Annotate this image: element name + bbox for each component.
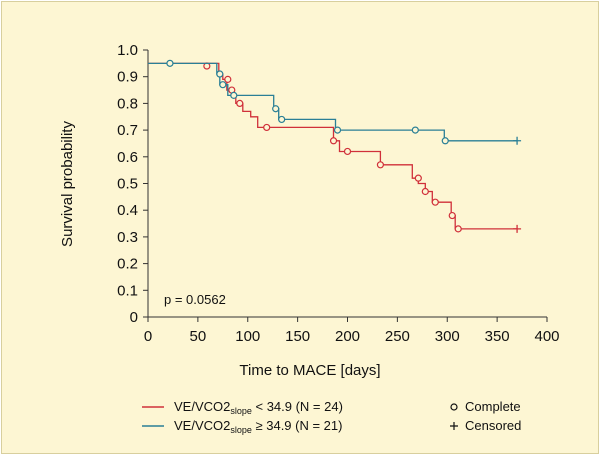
event-marker bbox=[411, 126, 419, 134]
y-tick-label: 0 bbox=[130, 309, 138, 326]
legend-label-red-sub: slope bbox=[230, 406, 252, 416]
legend-label-red-main: VE/VCO2 bbox=[174, 399, 230, 414]
censored-marker bbox=[513, 224, 522, 233]
x-tick-label: 200 bbox=[335, 328, 360, 345]
x-tick-label: 350 bbox=[485, 328, 510, 345]
x-tick-label: 400 bbox=[534, 328, 559, 345]
legend-complete-marker bbox=[450, 403, 458, 411]
event-marker bbox=[236, 99, 244, 108]
event-marker bbox=[166, 59, 174, 67]
event-marker bbox=[216, 70, 224, 78]
x-axis-title: Time to MACE [days] bbox=[239, 362, 380, 379]
legend: VE/VCO2slope < 34.9 (N = 24) VE/VCO2slop… bbox=[142, 399, 521, 435]
y-tick-label: 0.4 bbox=[117, 202, 138, 219]
event-marker bbox=[431, 198, 439, 206]
event-marker bbox=[263, 123, 271, 132]
legend-censored-marker bbox=[450, 422, 458, 430]
p-value-annotation: p = 0.0562 bbox=[164, 292, 226, 307]
y-tick-label: 0.3 bbox=[117, 229, 138, 246]
event-marker bbox=[454, 225, 462, 233]
y-axis-title: Survival probability bbox=[59, 121, 76, 247]
event-marker bbox=[421, 187, 429, 196]
survival-curve-1 bbox=[148, 62, 518, 142]
legend-label-red-rest: < 34.9 (N = 24) bbox=[252, 399, 343, 414]
axes: 0 50 100 150 200 250 300 350 400 0 0.1 0.2 0.3 0.4 0.5… bbox=[117, 42, 559, 345]
y-tick-label: 1.0 bbox=[117, 42, 138, 59]
y-tick-label: 0.8 bbox=[117, 95, 138, 112]
legend-label-red: VE/VCO2slope < 34.9 (N = 24) bbox=[174, 399, 343, 416]
legend-censored-label: Censored bbox=[465, 418, 521, 433]
event-marker bbox=[272, 105, 280, 113]
survival-curve-0 bbox=[148, 62, 518, 230]
y-tick-label: 0.9 bbox=[117, 69, 138, 86]
x-tick-label: 300 bbox=[435, 328, 460, 345]
censored-marker bbox=[513, 136, 522, 145]
legend-label-blue-main: VE/VCO2 bbox=[174, 418, 230, 433]
event-marker bbox=[329, 137, 338, 145]
event-marker bbox=[441, 137, 449, 145]
legend-label-blue-rest: ≥ 34.9 (N = 21) bbox=[252, 418, 343, 433]
y-tick-label: 0.7 bbox=[117, 122, 138, 139]
event-marker bbox=[219, 81, 227, 89]
event-marker bbox=[333, 126, 342, 134]
event-marker bbox=[224, 75, 232, 83]
x-tick-label: 150 bbox=[285, 328, 310, 345]
event-marker bbox=[343, 147, 352, 156]
x-tick-label: 100 bbox=[235, 328, 260, 345]
y-tick-label: 0.6 bbox=[117, 149, 138, 166]
event-marker bbox=[230, 91, 238, 99]
x-tick-label: 50 bbox=[190, 328, 207, 345]
y-tick-label: 0.2 bbox=[117, 256, 138, 273]
x-tick-label: 0 bbox=[144, 328, 152, 345]
y-tick-label: 0.5 bbox=[117, 176, 138, 193]
event-marker bbox=[376, 161, 385, 169]
event-marker bbox=[278, 115, 286, 124]
y-tick-label: 0.1 bbox=[117, 282, 138, 299]
legend-label-blue: VE/VCO2slope ≥ 34.9 (N = 21) bbox=[174, 418, 342, 435]
event-marker bbox=[414, 174, 422, 182]
legend-complete-label: Complete bbox=[465, 399, 521, 414]
event-marker bbox=[448, 211, 456, 220]
curves bbox=[148, 59, 522, 233]
legend-label-blue-sub: slope bbox=[230, 425, 252, 435]
x-tick-label: 250 bbox=[385, 328, 410, 345]
